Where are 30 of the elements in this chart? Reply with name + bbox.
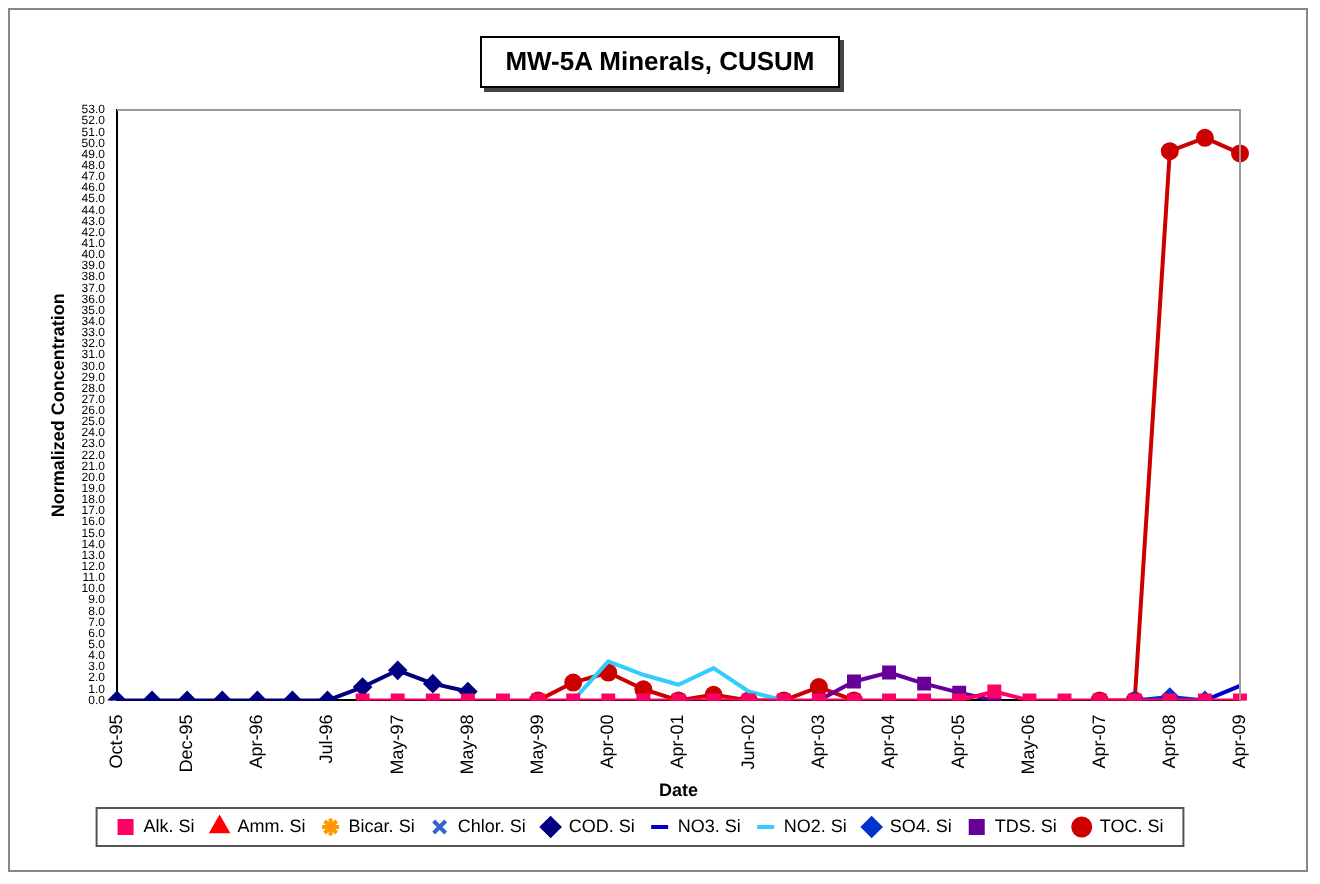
y-axis-title: Normalized Concentration	[47, 293, 68, 518]
x-tick-label: Apr-07	[1088, 714, 1109, 769]
x-tick-label: Apr-08	[1158, 714, 1179, 769]
x-tick-label: Oct-95	[105, 714, 126, 769]
legend-label: TOC. Si	[1099, 815, 1164, 836]
legend-label: NO3. Si	[677, 815, 741, 836]
legend-label: Alk. Si	[143, 815, 195, 836]
legend-label: Amm. Si	[237, 815, 306, 836]
x-axis-title: Date	[658, 780, 698, 801]
x-tick-label: Apr-01	[667, 714, 688, 769]
legend-label: Chlor. Si	[457, 815, 526, 836]
legend-label: SO4. Si	[889, 815, 952, 836]
x-tick-label: Apr-00	[597, 714, 618, 769]
x-tick-label: Dec-95	[176, 714, 197, 773]
x-tick-label: May-97	[386, 714, 407, 775]
legend-label: Bicar. Si	[348, 815, 415, 836]
x-tick-label: Apr-04	[878, 714, 899, 769]
x-tick-label: Apr-96	[246, 714, 267, 769]
legend-label: TDS. Si	[994, 815, 1057, 836]
x-tick-label: May-98	[456, 714, 477, 775]
legend-label: NO2. Si	[783, 815, 847, 836]
x-tick-label: May-99	[527, 714, 548, 775]
x-tick-label: May-06	[1018, 714, 1039, 775]
chart-title: MW-5A Minerals, CUSUM	[480, 36, 840, 88]
x-tick-label: Apr-03	[807, 714, 828, 769]
x-tick-label: Apr-09	[1228, 714, 1249, 769]
legend-label: COD. Si	[568, 815, 635, 836]
x-tick-label: Apr-05	[948, 714, 969, 769]
x-tick-label: Jun-02	[737, 714, 758, 770]
x-tick-label: Jul-96	[316, 714, 337, 764]
